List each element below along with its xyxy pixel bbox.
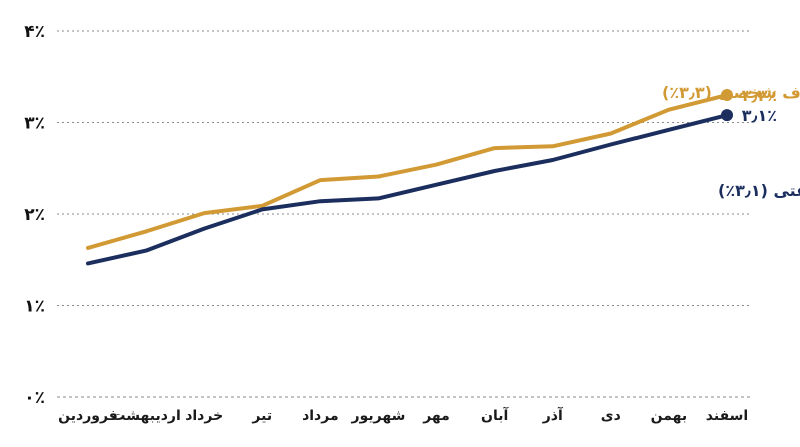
series-lines: ۳٫۳٪۳٫۱٪: [86, 86, 777, 266]
x-tick-label: خرداد: [185, 408, 223, 424]
end-value-pce-inflation: ۳٫۳٪: [742, 86, 777, 105]
x-tick-label: شهریور: [351, 408, 406, 424]
y-tick-label: ۴٪: [24, 22, 45, 42]
x-tick-label: مرداد: [302, 408, 339, 424]
x-tick-label: دی: [601, 408, 621, 424]
series-line: [86, 113, 729, 266]
x-tick-label: اسفند: [706, 408, 748, 424]
x-tick-label: فروردین: [58, 408, 118, 424]
series-end-marker: [721, 89, 733, 102]
y-tick-label: ۱٪: [24, 297, 45, 317]
y-tick-label: ۳٪: [24, 114, 45, 134]
end-value-hourly-earnings: ۳٫۱٪: [742, 106, 777, 125]
x-tick-label: مهر: [422, 408, 450, 424]
x-tick-label: آبان: [481, 406, 509, 424]
series-end-marker: [721, 109, 733, 122]
series-line: [86, 93, 729, 250]
x-tick-label: بهمن: [651, 408, 687, 424]
x-tick-label: اردیبهشت: [111, 408, 180, 424]
y-axis-ticks: ۰٪ ۱٪ ۲٪ ۳٪ ۴٪: [24, 22, 45, 408]
series-label-hourly-earnings: میانگین درآمد ساعتی (۳٫۱٪): [718, 180, 800, 200]
y-tick-label: ۰٪: [24, 388, 45, 408]
x-tick-label: تیر: [251, 408, 272, 424]
series-label-pce-inflation: تورم هزینه‌های مصرف شخصی (۳٫۳٪): [662, 83, 800, 102]
gridlines: [57, 30, 752, 398]
x-tick-label: آذر: [542, 406, 564, 424]
y-tick-label: ۲٪: [24, 205, 45, 225]
